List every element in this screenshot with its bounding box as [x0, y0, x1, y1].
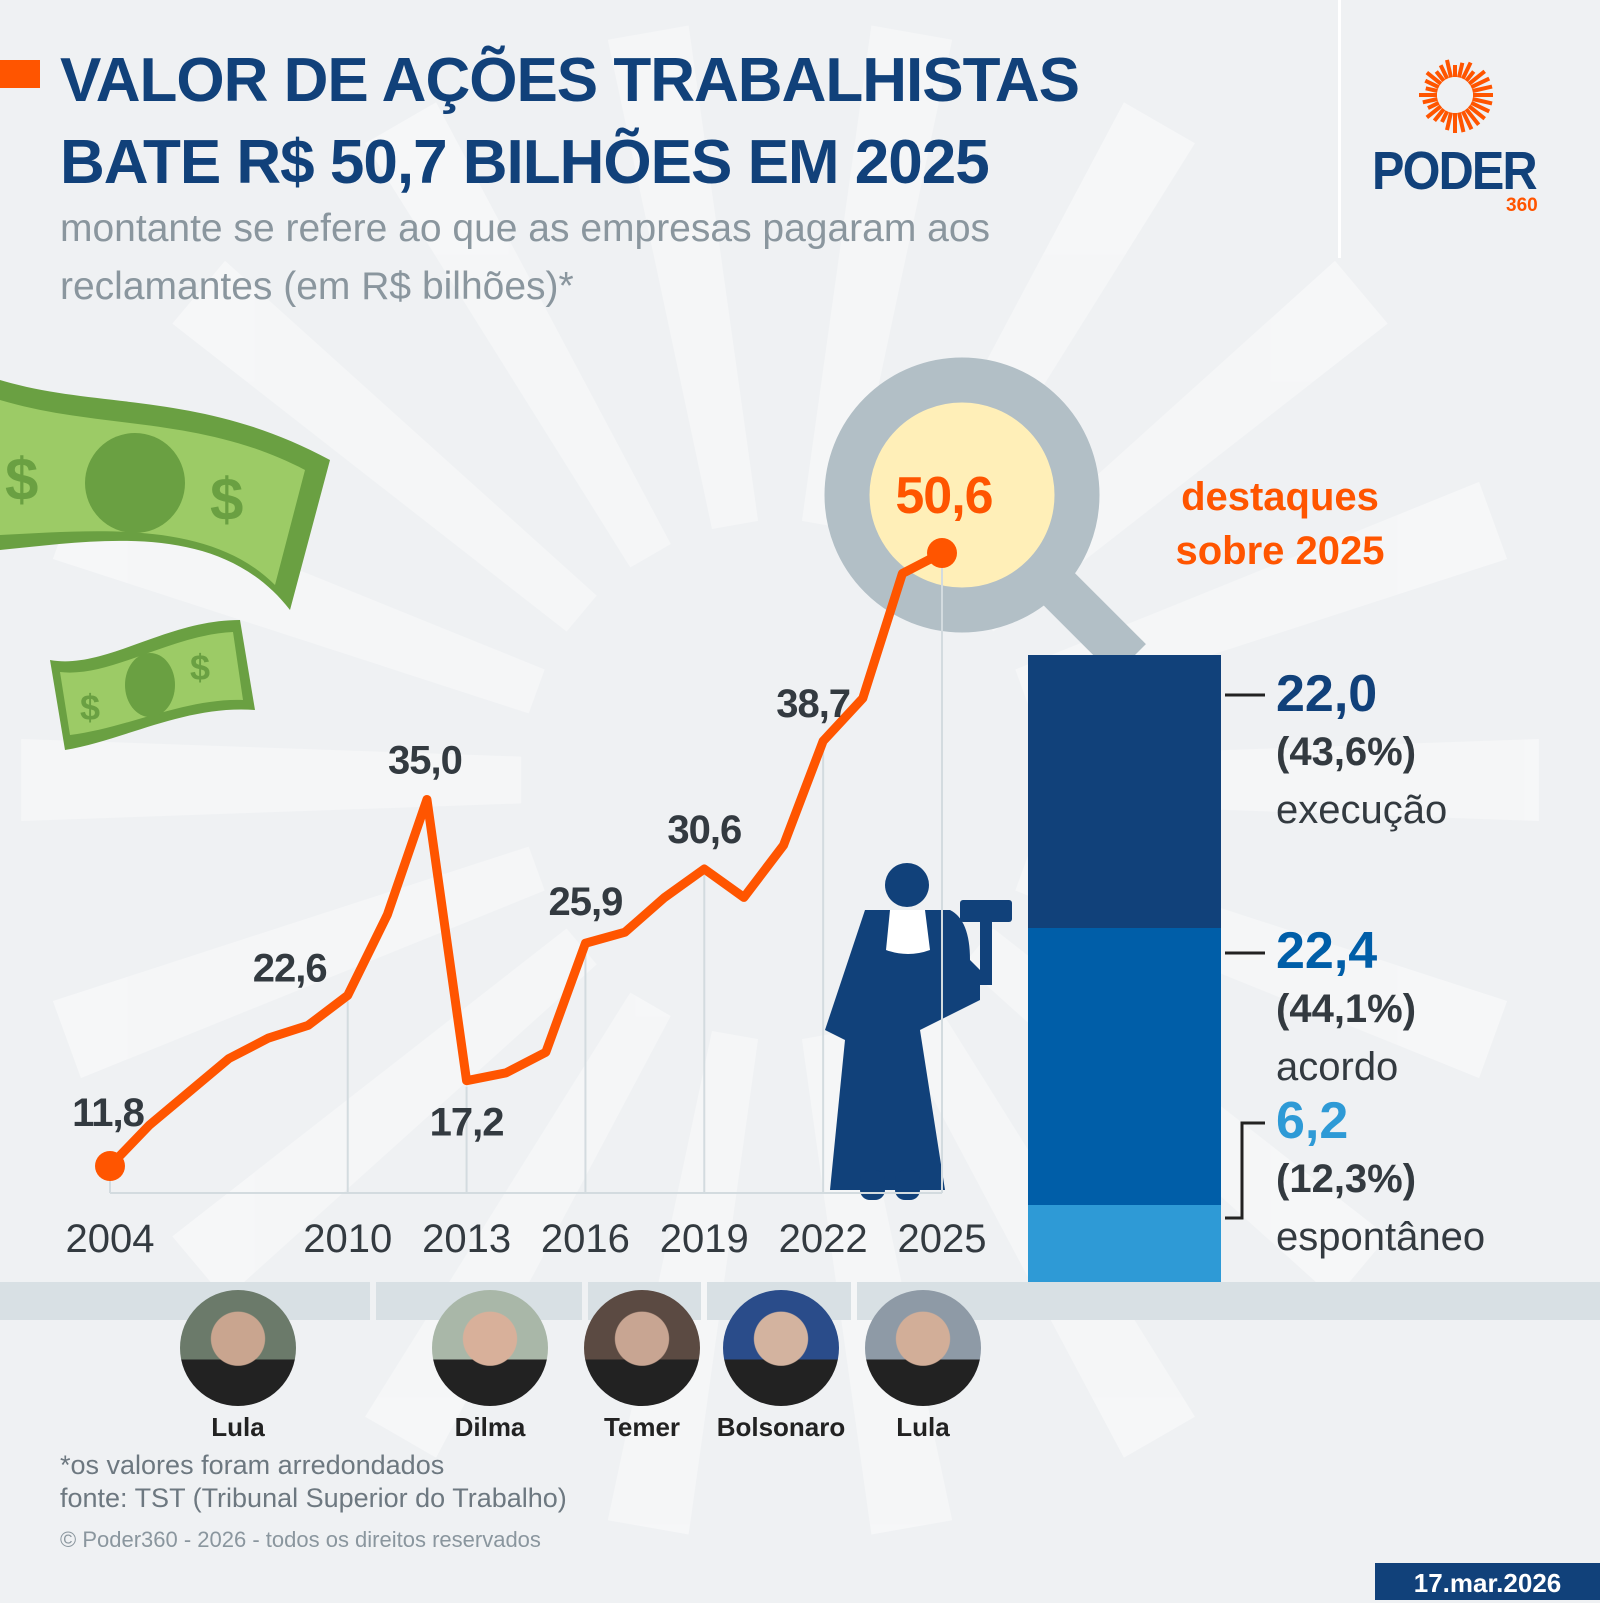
x-tick-label: 2022: [779, 1217, 868, 1261]
highlights-title-line-1: destaques: [1181, 475, 1379, 519]
x-tick-label: 2010: [303, 1217, 392, 1261]
bar-segment-3: [1028, 1205, 1221, 1282]
title-line-1: VALOR DE AÇÕES TRABALHISTAS: [60, 46, 1080, 115]
data-point: [927, 538, 957, 568]
segment-value: 22,0: [1276, 665, 1378, 723]
logo-suffix: 360: [1506, 195, 1538, 216]
segment-name: espontâneo: [1276, 1215, 1486, 1259]
background-ray: [365, 102, 671, 568]
svg-text:$: $: [210, 466, 243, 533]
segment-name: acordo: [1276, 1045, 1399, 1089]
x-tick-label: 2016: [541, 1217, 630, 1261]
x-tick-label: 2019: [660, 1217, 749, 1261]
segment-label-group: 22,0 (43,6%) execução: [1276, 665, 1447, 839]
president-item: Bolsonaro: [691, 1290, 871, 1443]
president-item: Lula: [833, 1290, 1013, 1443]
president-item: Temer: [552, 1290, 732, 1443]
segment-percent: (43,6%): [1276, 730, 1417, 774]
president-name: Lula: [211, 1412, 265, 1442]
segment-name: execução: [1276, 788, 1448, 832]
data-label: 38,7: [776, 682, 850, 726]
money-bill-icon: $ $: [50, 620, 255, 750]
copyright: © Poder360 - 2026 - todos os direitos re…: [60, 1527, 541, 1552]
bar-segment-2: [1028, 927, 1221, 1206]
publish-date: 17.mar.2026: [1375, 1563, 1600, 1600]
data-label: 22,6: [253, 946, 327, 990]
title-line-2: BATE R$ 50,7 BILHÕES EM 2025: [60, 128, 990, 197]
president-portrait: [180, 1290, 296, 1406]
background-ray: [607, 25, 759, 530]
president-portrait: [432, 1290, 548, 1406]
stacked-bar: [1028, 655, 1221, 1282]
data-label: 25,9: [548, 880, 622, 924]
svg-text:$: $: [190, 647, 210, 688]
x-tick-label: 2013: [422, 1217, 511, 1261]
president-name: Temer: [603, 1412, 681, 1442]
x-tick-label: 2004: [66, 1217, 155, 1261]
segment-percent: (12,3%): [1276, 1157, 1417, 1201]
segment-value: 22,4: [1276, 922, 1378, 980]
background-ray: [172, 260, 597, 632]
subtitle: montante se refere ao que as empresas pa…: [60, 200, 990, 316]
data-label: 50,6: [895, 467, 992, 525]
data-label: 17,2: [430, 1101, 504, 1145]
segment-label-group: 22,4 (44,1%) acordo: [1276, 922, 1416, 1096]
background-ray: [21, 738, 522, 822]
data-label: 11,8: [72, 1091, 144, 1135]
highlights-title-line-2: sobre 2025: [1175, 529, 1385, 573]
svg-text:$: $: [5, 446, 38, 513]
background-ray: [172, 928, 597, 1300]
logo-name: PODER: [1372, 141, 1538, 201]
poder360-sun-icon: [1419, 59, 1493, 133]
segment-connectors: [1225, 693, 1265, 1220]
highlights-title: destaques sobre 2025: [1150, 470, 1410, 578]
header-divider: [1338, 0, 1341, 258]
president-portrait: [865, 1290, 981, 1406]
president-name: Dilma: [454, 1412, 526, 1442]
data-label: 35,0: [388, 738, 462, 782]
source: fonte: TST (Tribunal Superior do Trabalh…: [60, 1483, 567, 1513]
footnote: *os valores foram arredondados: [60, 1450, 445, 1480]
president-name: Lula: [896, 1412, 950, 1442]
data-point: [95, 1151, 125, 1181]
subtitle-line-2: reclamantes (em R$ bilhões)*: [60, 265, 574, 308]
series-line: [106, 549, 945, 1170]
x-tick-label: 2025: [898, 1217, 987, 1261]
money-bill-icon: $ $: [0, 380, 330, 610]
president-portrait: [584, 1290, 700, 1406]
bar-segment-1: [1028, 655, 1221, 928]
president-portrait: [723, 1290, 839, 1406]
background-ray: [801, 25, 953, 530]
svg-text:$: $: [80, 687, 100, 728]
president-item: Dilma: [400, 1290, 580, 1443]
magnifier-icon: [824, 357, 1146, 670]
segment-label-group: 6,2 (12,3%) espontâneo: [1276, 1092, 1485, 1266]
president-band: [0, 1282, 1600, 1320]
segment-value: 6,2: [1276, 1092, 1349, 1150]
subtitle-line-1: montante se refere ao que as empresas pa…: [60, 207, 991, 250]
title-accent-bar: [0, 60, 40, 88]
data-label: 30,6: [667, 808, 741, 852]
segment-percent: (44,1%): [1276, 987, 1417, 1031]
background-ray: [52, 846, 545, 1079]
page-title: VALOR DE AÇÕES TRABALHISTAS BATE R$ 50,7…: [60, 40, 1080, 204]
president-item: Lula: [148, 1290, 328, 1443]
president-name: Bolsonaro: [716, 1412, 846, 1442]
